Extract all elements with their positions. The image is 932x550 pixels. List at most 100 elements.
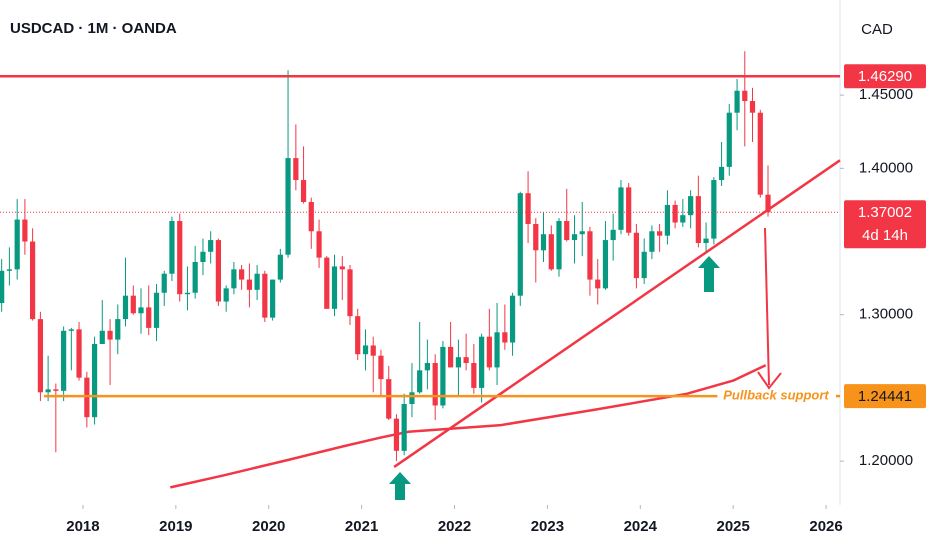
candle-body	[533, 223, 539, 251]
candle-body	[76, 329, 82, 378]
candle-body	[347, 269, 353, 317]
candle-body	[215, 240, 221, 302]
last-price-label: 1.37002	[858, 204, 912, 221]
candle-body	[146, 307, 152, 328]
candle-body	[517, 193, 523, 296]
x-tick-label: 2018	[66, 518, 99, 535]
candle-body	[254, 273, 260, 290]
candle-body	[564, 221, 570, 241]
moving-average	[170, 364, 767, 489]
candle-body	[688, 196, 694, 216]
candle-body	[548, 234, 554, 270]
y-tick-label: 1.40000	[859, 159, 913, 176]
trendline	[393, 159, 841, 468]
x-tick-label: 2026	[809, 518, 842, 535]
candle-body	[595, 279, 601, 289]
candle-body	[641, 251, 647, 279]
candle-body	[672, 204, 678, 223]
candle-body	[657, 231, 663, 236]
candle-body	[664, 204, 671, 236]
pullback-arrow-head	[757, 371, 782, 390]
overlay: 1.46290 Pullback support 1.24441 1.37002 4d …	[0, 64, 926, 468]
pullback-arrow	[764, 227, 770, 386]
candle-body	[130, 295, 136, 314]
candle-body	[200, 251, 206, 263]
candle-body	[393, 418, 400, 451]
candle-body	[6, 269, 12, 271]
last-price-box	[844, 200, 926, 249]
candle-body	[540, 234, 547, 251]
candle-body	[618, 187, 624, 230]
candle-body	[68, 329, 74, 331]
candle-body	[262, 273, 268, 318]
candle-body	[765, 194, 771, 213]
candle-body	[749, 101, 756, 113]
chart-title: USDCAD · 1M · OANDA	[10, 20, 177, 37]
candle-body	[37, 319, 44, 393]
candle-body	[680, 215, 686, 223]
candle-body	[177, 221, 183, 295]
y-tick-label: 1.20000	[859, 452, 913, 469]
support-label: 1.24441	[858, 388, 912, 405]
x-tick-label: 2022	[438, 518, 471, 535]
candle-body	[370, 345, 376, 356]
candle-body	[626, 187, 632, 233]
candle-body	[486, 336, 492, 368]
candle-body	[30, 241, 36, 320]
candle-body	[502, 332, 508, 343]
candle-body	[649, 231, 655, 252]
candle-body	[610, 229, 616, 241]
x-tick-label: 2019	[159, 518, 192, 535]
candle-body	[479, 336, 485, 388]
x-tick-label: 2020	[252, 518, 285, 535]
support-label-box	[844, 384, 926, 409]
axis-currency-label: CAD	[861, 21, 893, 38]
support-text: Pullback support	[723, 388, 829, 403]
candle-body	[0, 270, 5, 303]
candle-body	[571, 234, 578, 241]
plot-area: 1.20000 1.30000 1.40000 1.45000 2018 2019 2020…	[0, 51, 913, 535]
candle-body	[455, 357, 462, 368]
candle-body	[463, 357, 469, 364]
candle-body	[339, 266, 345, 270]
candle-body	[161, 273, 167, 293]
candle-body	[99, 330, 105, 344]
candle-body	[509, 295, 516, 343]
candle-body	[556, 221, 562, 270]
candle-body	[417, 370, 423, 393]
candle-body	[409, 392, 415, 404]
candle-body	[107, 330, 113, 340]
candle-body	[633, 232, 639, 279]
x-tick-label: 2024	[624, 518, 658, 535]
up-arrow	[389, 472, 411, 500]
candle-body	[239, 269, 245, 280]
resistance-label-box	[844, 64, 926, 89]
candle-body	[718, 166, 725, 181]
candle-body	[316, 231, 322, 258]
candle-body	[22, 219, 28, 242]
x-tick-label: 2023	[531, 518, 564, 535]
candle-body	[115, 319, 121, 340]
candle-body	[448, 346, 454, 368]
candle-body	[169, 221, 175, 274]
candle-body	[300, 180, 307, 202]
resistance-label: 1.46290	[858, 68, 912, 85]
candle-body	[91, 343, 98, 418]
candle-body	[494, 332, 500, 368]
candle-body	[734, 90, 740, 113]
candle-body	[602, 240, 609, 289]
candle-body	[401, 404, 407, 451]
candle-body	[45, 389, 51, 393]
candle-body	[285, 158, 291, 255]
x-tick-label: 2025	[716, 518, 749, 535]
candle-body	[711, 180, 717, 239]
up-arrow	[698, 256, 720, 292]
candle-body	[378, 355, 384, 380]
candle-body	[355, 316, 361, 355]
candle-body	[587, 231, 593, 280]
y-tick-label: 1.30000	[859, 306, 913, 323]
candle-body	[424, 363, 430, 371]
candle-body	[726, 112, 732, 167]
